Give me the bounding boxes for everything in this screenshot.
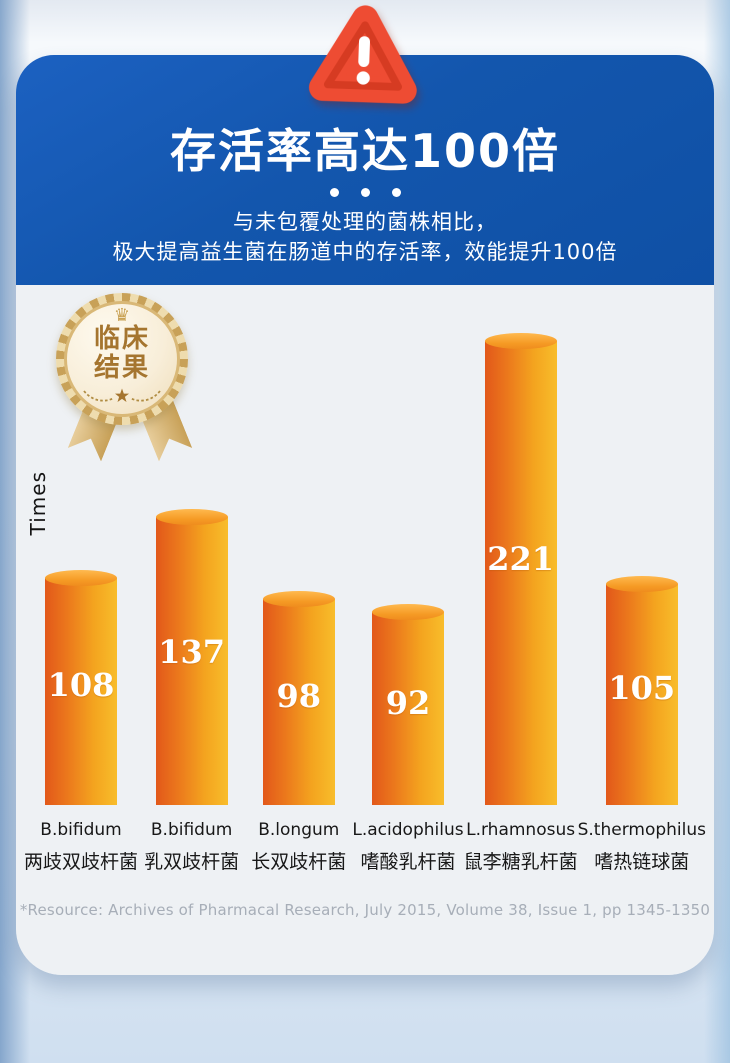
category-latin-name: B.bifidum <box>150 820 233 840</box>
bar-value-label: 137 <box>158 633 225 672</box>
subtitle-line-1: 与未包覆处理的菌株相比， <box>233 210 497 235</box>
bar-category-label: B.longum 长双歧杆菌 <box>251 805 346 885</box>
resource-citation: *Resource: Archives of Pharmacal Researc… <box>19 901 711 919</box>
warning-exclamation-icon <box>301 0 427 113</box>
bar-category-label: L.acidophilus 嗜酸乳杆菌 <box>352 805 463 885</box>
badge-text-line1: 临床 <box>93 323 150 354</box>
chart-column-4: 221 L.rhamnosus 鼠李糖乳杆菌 <box>464 285 578 885</box>
chart-column-1: 137 B.bifidum 乳双歧杆菌 <box>138 285 245 885</box>
chart-column-5: 105 S.thermophilus 嗜热链球菌 <box>578 285 706 885</box>
medal-face: ♛ 临床 结果 <box>64 301 180 417</box>
category-chinese-name: 两歧双歧杆菌 <box>24 851 139 873</box>
chart-column-0: 108 B.bifidum 两歧双歧杆菌 <box>24 285 138 885</box>
bar-category-label: B.bifidum 两歧双歧杆菌 <box>24 805 138 885</box>
category-chinese-name: 鼠李糖乳杆菌 <box>463 851 578 873</box>
badge-text-line2: 结果 <box>93 353 150 383</box>
category-latin-name: L.acidophilus <box>352 820 464 840</box>
content-card: 存活率高达100倍 与未包覆处理的菌株相比， 极大提高益生菌在肠道中的存活率，效… <box>16 55 714 975</box>
category-chinese-name: 乳双歧杆菌 <box>144 851 240 873</box>
bar-chart: 108 B.bifidum 两歧双歧杆菌 137 B.bifidum 乳双歧杆菌 98 B.l… <box>24 285 706 885</box>
subtitle-line-2: 极大提高益生菌在肠道中的存活率，效能提升100倍 <box>112 239 618 264</box>
category-latin-name: B.longum <box>258 820 340 840</box>
crown-icon: ♛ <box>113 304 131 326</box>
clinical-results-badge: ♛ 临床 结果 <box>46 293 216 463</box>
bar-value-label: 221 <box>487 540 554 579</box>
gold-medal-icon: ♛ 临床 结果 <box>56 293 188 425</box>
bar-value-label: 98 <box>276 676 322 715</box>
bar-value-label: 105 <box>608 668 676 707</box>
dot-icon <box>329 188 339 198</box>
laurel-star-icon <box>78 385 166 411</box>
bar-2: 98 <box>262 591 335 805</box>
category-chinese-name: 嗜热链球菌 <box>594 851 690 873</box>
category-latin-name: S.thermophilus <box>577 820 706 840</box>
bar-category-label: S.thermophilus 嗜热链球菌 <box>578 805 706 885</box>
bar-value-label: 92 <box>385 683 431 722</box>
bar-3: 92 <box>371 604 444 805</box>
dot-icon <box>360 188 370 198</box>
dot-icon <box>391 188 401 198</box>
chart-panel: ♛ 临床 结果 Times 108 B.bifidum 两歧 <box>16 285 714 975</box>
bar-4: 221 <box>484 333 557 805</box>
bar-0: 108 <box>45 570 117 805</box>
category-chinese-name: 嗜酸乳杆菌 <box>360 851 456 873</box>
bar-5: 105 <box>605 576 678 805</box>
chart-column-2: 98 B.longum 长双歧杆菌 <box>245 285 352 885</box>
title-divider-dots <box>16 188 714 198</box>
bar-1: 137 <box>155 509 228 805</box>
page-title: 存活率高达100倍 <box>169 124 561 178</box>
bar-category-label: L.rhamnosus 鼠李糖乳杆菌 <box>464 805 578 885</box>
bar-category-label: B.bifidum 乳双歧杆菌 <box>144 805 239 885</box>
category-chinese-name: 长双歧杆菌 <box>251 851 347 873</box>
chart-column-3: 92 L.acidophilus 嗜酸乳杆菌 <box>352 285 464 885</box>
category-latin-name: L.rhamnosus <box>466 820 576 840</box>
subtitle: 与未包覆处理的菌株相比， 极大提高益生菌在肠道中的存活率，效能提升100倍 <box>16 208 714 267</box>
category-latin-name: B.bifidum <box>40 820 122 840</box>
bar-value-label: 108 <box>47 665 115 704</box>
